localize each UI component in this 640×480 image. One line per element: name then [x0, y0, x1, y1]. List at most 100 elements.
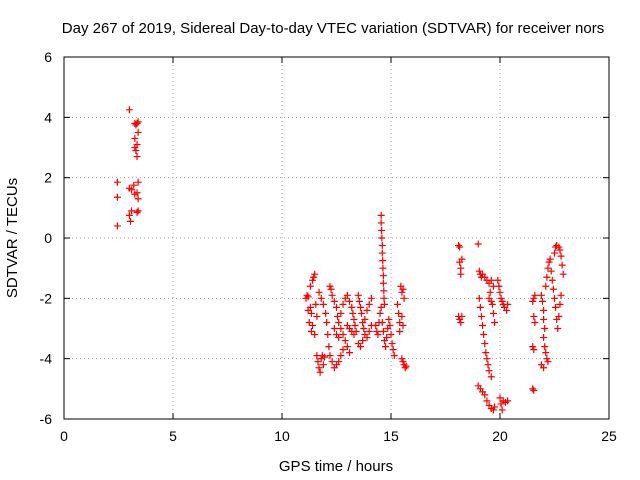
data-point [482, 349, 490, 357]
data-point [479, 321, 487, 329]
data-point [481, 340, 489, 348]
data-point [337, 352, 345, 360]
data-point [530, 346, 538, 354]
data-point [322, 309, 330, 317]
data-point [484, 361, 492, 369]
data-point [554, 325, 562, 332]
data-point [378, 318, 386, 326]
y-axis-ticks: -6 -4 -2 0 2 4 6 [40, 49, 609, 427]
data-point [379, 272, 387, 280]
data-point [311, 331, 319, 339]
data-point [497, 294, 505, 302]
x-tick-label: 5 [169, 428, 177, 444]
data-point [374, 331, 382, 339]
data-point [543, 273, 551, 281]
data-point [346, 349, 354, 357]
data-point [396, 328, 404, 336]
data-point [310, 273, 318, 281]
data-point [321, 353, 329, 361]
data-point [486, 288, 494, 296]
y-axis-label: SDTVAR / TECUs [4, 178, 21, 298]
data-point [328, 291, 336, 299]
data-point [113, 222, 121, 230]
y-tick-label: 0 [44, 230, 52, 246]
data-point [496, 394, 504, 402]
data-point [365, 328, 373, 336]
data-point [378, 234, 386, 242]
data-point [314, 358, 322, 366]
data-point [315, 288, 323, 296]
data-point [457, 270, 465, 278]
data-point [556, 246, 564, 254]
data-point [355, 297, 363, 305]
data-point [311, 270, 319, 278]
data-point [306, 282, 314, 290]
data-point [378, 226, 386, 234]
data-point [530, 294, 538, 302]
x-tick-label: 20 [492, 428, 508, 444]
data-point [324, 331, 332, 339]
data-point [125, 211, 133, 219]
data-point [125, 106, 133, 114]
data-point [304, 293, 312, 301]
data-point [543, 355, 551, 363]
data-point [487, 373, 495, 381]
data-point [394, 300, 402, 308]
y-tick-label: 4 [44, 109, 52, 125]
data-point [557, 252, 565, 260]
data-point [487, 276, 495, 284]
data-point [316, 368, 324, 376]
data-point [545, 258, 553, 266]
data-point [378, 242, 386, 250]
data-point [326, 352, 334, 360]
data-point [383, 334, 391, 342]
data-point [539, 297, 547, 305]
data-point [494, 276, 502, 284]
data-point [330, 325, 338, 332]
data-point [559, 270, 567, 278]
data-point [358, 309, 366, 317]
data-point [319, 361, 327, 369]
data-point [542, 349, 550, 357]
data-point [335, 318, 343, 326]
data-point [356, 303, 364, 311]
data-point [372, 321, 380, 329]
data-point [529, 343, 537, 351]
data-point [458, 312, 466, 320]
y-tick-label: -2 [40, 290, 53, 306]
data-point [399, 321, 407, 329]
data-point [456, 243, 464, 251]
data-point [326, 282, 334, 290]
data-point [377, 211, 385, 219]
x-tick-label: 15 [383, 428, 399, 444]
data-point [400, 294, 408, 302]
data-point [548, 276, 556, 284]
data-point [475, 267, 483, 275]
data-point [133, 189, 141, 197]
data-point [113, 178, 121, 186]
data-point [530, 386, 538, 394]
data-point [455, 242, 463, 250]
data-point [549, 285, 557, 293]
data-point [489, 309, 497, 317]
data-point [542, 282, 550, 290]
data-point [398, 312, 406, 320]
data-point [134, 178, 142, 186]
data-point [390, 352, 398, 360]
data-point [350, 331, 358, 339]
data-point [317, 355, 325, 363]
data-point [541, 325, 549, 332]
data-point [323, 318, 331, 326]
data-points [113, 106, 567, 414]
data-point [544, 358, 552, 366]
data-point [491, 403, 499, 411]
data-point [556, 300, 564, 308]
data-point [133, 208, 141, 216]
data-point [363, 334, 371, 342]
data-point [531, 291, 539, 299]
data-point [485, 367, 493, 375]
x-tick-label: 0 [60, 428, 68, 444]
data-point [402, 362, 410, 370]
y-tick-label: 2 [44, 170, 52, 186]
